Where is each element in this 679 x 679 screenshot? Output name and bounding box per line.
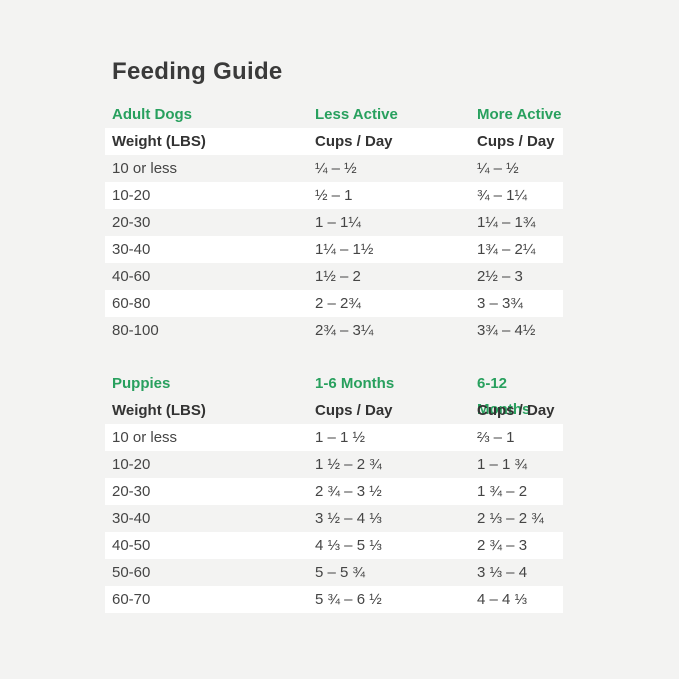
cups-cell: 5 – 5 ¾: [315, 564, 366, 581]
cups-cell: 1 – 1 ¾: [477, 456, 528, 473]
cups-cell: 2¾ – 3¼: [315, 322, 374, 339]
table-row: 50-60 5 – 5 ¾ 3 ⅓ – 4: [105, 559, 563, 586]
adult-section-title: Adult Dogs: [112, 106, 192, 123]
cups-header: Cups / Day: [315, 133, 393, 150]
page-title: Feeding Guide: [112, 58, 283, 85]
cups-cell: 2 ¾ – 3 ½: [315, 483, 382, 500]
cups-cell: 3 – 3¾: [477, 295, 523, 312]
cups-cell: 1½ – 2: [315, 268, 361, 285]
cups-cell: 2 ⅓ – 2 ¾: [477, 510, 544, 527]
table-row: 40-60 1½ – 2 2½ – 3: [105, 263, 563, 290]
cups-cell: 2½ – 3: [477, 268, 523, 285]
cups-cell: ¼ – ½: [315, 160, 357, 177]
cups-cell: 1¼ – 1½: [315, 241, 374, 258]
table-row: 10-20 ½ – 1 ¾ – 1¼: [105, 182, 563, 209]
cups-cell: 1 ½ – 2 ¾: [315, 456, 382, 473]
adult-dogs-table: Adult Dogs Less Active More Active Weigh…: [105, 102, 563, 344]
cups-cell: 4 – 4 ⅓: [477, 591, 528, 608]
table-row: 20-30 2 ¾ – 3 ½ 1 ¾ – 2: [105, 478, 563, 505]
weight-header: Weight (LBS): [112, 133, 206, 150]
puppies-section-header: Puppies 1-6 Months 6-12 Months: [105, 371, 563, 418]
weight-cell: 10 or less: [112, 160, 178, 177]
puppies-column-header-row: Weight (LBS) Cups / Day Cups / Day: [105, 397, 563, 424]
cups-cell: 1 – 1 ½: [315, 429, 366, 446]
cups-cell: 3 ½ – 4 ⅓: [315, 510, 382, 527]
table-row: 30-40 3 ½ – 4 ⅓ 2 ⅓ – 2 ¾: [105, 505, 563, 532]
weight-cell: 20-30: [112, 483, 151, 500]
table-row: 30-40 1¼ – 1½ 1¾ – 2¼: [105, 236, 563, 263]
cups-header: Cups / Day: [477, 402, 555, 419]
cups-cell: ½ – 1: [315, 187, 353, 204]
cups-cell: 3 ⅓ – 4: [477, 564, 528, 581]
table-row: 10 or less ¼ – ½ ¼ – ½: [105, 155, 563, 182]
cups-header: Cups / Day: [477, 133, 555, 150]
weight-cell: 60-70: [112, 591, 151, 608]
adult-section-header: Adult Dogs Less Active More Active: [105, 102, 563, 128]
weight-cell: 10-20: [112, 456, 151, 473]
cups-cell: 5 ¾ – 6 ½: [315, 591, 382, 608]
weight-cell: 60-80: [112, 295, 151, 312]
cups-cell: 3¾ – 4½: [477, 322, 536, 339]
table-row: 80-100 2¾ – 3¼ 3¾ – 4½: [105, 317, 563, 344]
table-row: 10 or less 1 – 1 ½ ⅔ – 1: [105, 424, 563, 451]
weight-cell: 80-100: [112, 322, 159, 339]
cups-header: Cups / Day: [315, 402, 393, 419]
table-row: 20-30 1 – 1¼ 1¼ – 1¾: [105, 209, 563, 236]
cups-cell: ¼ – ½: [477, 160, 519, 177]
table-row: 60-80 2 – 2¾ 3 – 3¾: [105, 290, 563, 317]
table-row: 40-50 4 ⅓ – 5 ⅓ 2 ¾ – 3: [105, 532, 563, 559]
cups-cell: 1 ¾ – 2: [477, 483, 528, 500]
weight-header: Weight (LBS): [112, 402, 206, 419]
table-row: 10-20 1 ½ – 2 ¾ 1 – 1 ¾: [105, 451, 563, 478]
puppies-col-6-12-months: 6-12 Months: [477, 375, 531, 418]
weight-cell: 30-40: [112, 510, 151, 527]
puppies-table: Puppies 1-6 Months 6-12 Months Weight (L…: [105, 371, 563, 613]
adult-col-more-active: More Active: [477, 106, 562, 123]
weight-cell: 20-30: [112, 214, 151, 231]
cups-cell: 1¾ – 2¼: [477, 241, 536, 258]
weight-cell: 10 or less: [112, 429, 178, 446]
weight-cell: 10-20: [112, 187, 151, 204]
puppies-section-title: Puppies: [112, 375, 171, 392]
weight-cell: 30-40: [112, 241, 151, 258]
cups-cell: 2 ¾ – 3: [477, 537, 528, 554]
cups-cell: 1 – 1¼: [315, 214, 361, 231]
table-row: 60-70 5 ¾ – 6 ½ 4 – 4 ⅓: [105, 586, 563, 613]
puppies-col-1-6-months: 1-6 Months: [315, 375, 395, 392]
cups-cell: ⅔ – 1: [477, 429, 515, 446]
weight-cell: 40-60: [112, 268, 151, 285]
adult-col-less-active: Less Active: [315, 106, 398, 123]
cups-cell: ¾ – 1¼: [477, 187, 528, 204]
cups-cell: 2 – 2¾: [315, 295, 361, 312]
cups-cell: 1¼ – 1¾: [477, 214, 536, 231]
adult-column-header-row: Weight (LBS) Cups / Day Cups / Day: [105, 128, 563, 155]
weight-cell: 40-50: [112, 537, 151, 554]
cups-cell: 4 ⅓ – 5 ⅓: [315, 537, 382, 554]
weight-cell: 50-60: [112, 564, 151, 581]
